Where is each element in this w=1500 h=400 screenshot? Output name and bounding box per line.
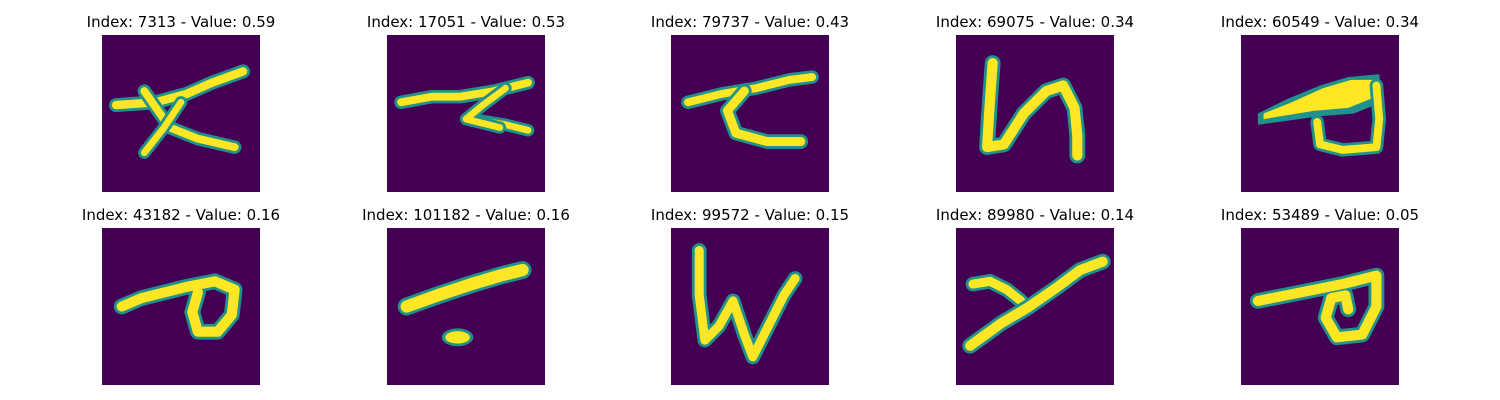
panel-6: Index: 43182 - Value: 0.16: [71, 206, 291, 386]
panel-10: Index: 53489 - Value: 0.05: [1210, 206, 1430, 386]
panel-title: Index: 17051 - Value: 0.53: [366, 13, 566, 31]
panel-title: Index: 53489 - Value: 0.05: [1220, 206, 1420, 224]
panel-title: Index: 60549 - Value: 0.34: [1220, 13, 1420, 31]
panel-title: Index: 69075 - Value: 0.34: [935, 13, 1135, 31]
panel-7: Index: 101182 - Value: 0.16: [356, 206, 576, 386]
panel-title: Index: 43182 - Value: 0.16: [81, 206, 281, 224]
glyph-image: [102, 35, 260, 192]
glyph-image: [956, 35, 1114, 192]
n-like-loop-icon: [956, 35, 1114, 192]
panel-title: Index: 89980 - Value: 0.14: [935, 206, 1135, 224]
panel-title: Index: 99572 - Value: 0.15: [650, 206, 850, 224]
panel-title: Index: 7313 - Value: 0.59: [86, 13, 276, 31]
hook-with-small-loop-icon: [1241, 228, 1399, 385]
slash-with-dot-icon: [387, 228, 545, 385]
panel-2: Index: 17051 - Value: 0.53: [356, 13, 576, 193]
glyph-image: [102, 228, 260, 385]
glyph-image: [387, 228, 545, 385]
glyph-image: [956, 228, 1114, 385]
panel-8: Index: 99572 - Value: 0.15: [640, 206, 860, 386]
zigzag-z-stroke-icon: [387, 35, 545, 192]
filled-wedge-with-loop-icon: [1241, 35, 1399, 192]
panel-5: Index: 60549 - Value: 0.34: [1210, 13, 1430, 193]
slanted-x-with-overline-icon: [102, 35, 260, 192]
panel-3: Index: 79737 - Value: 0.43: [640, 13, 860, 193]
panel-title: Index: 79737 - Value: 0.43: [650, 13, 850, 31]
y-like-stroke-icon: [956, 228, 1114, 385]
w-like-stroke-icon: [671, 228, 829, 385]
glyph-image: [387, 35, 545, 192]
sigma-like-stroke-icon: [671, 35, 829, 192]
glyph-image: [671, 35, 829, 192]
glyph-image: [671, 228, 829, 385]
panel-1: Index: 7313 - Value: 0.59: [71, 13, 291, 193]
panel-4: Index: 69075 - Value: 0.34: [925, 13, 1145, 193]
glyph-image: [1241, 35, 1399, 192]
glyph-image: [1241, 228, 1399, 385]
panel-9: Index: 89980 - Value: 0.14: [925, 206, 1145, 386]
hook-with-oval-icon: [102, 228, 260, 385]
panel-title: Index: 101182 - Value: 0.16: [362, 206, 570, 224]
